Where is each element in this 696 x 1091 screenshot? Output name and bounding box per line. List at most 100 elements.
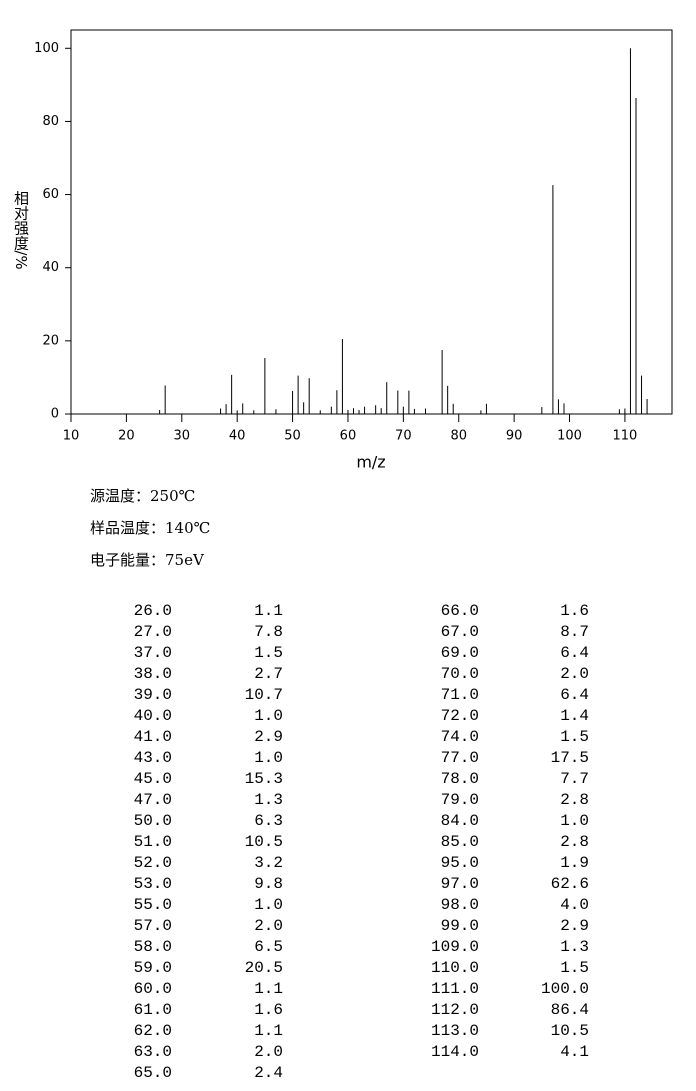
table-mz: 58.0 bbox=[134, 938, 172, 956]
condition: 样品温度：140℃ bbox=[90, 519, 210, 537]
table-mz: 38.0 bbox=[134, 665, 172, 683]
table-intensity: 1.6 bbox=[254, 1001, 283, 1019]
table-intensity: 8.7 bbox=[560, 623, 589, 641]
table-intensity: 6.4 bbox=[560, 686, 589, 704]
table-intensity: 15.3 bbox=[245, 770, 283, 788]
table-intensity: 6.5 bbox=[254, 938, 283, 956]
x-tick-label: 110 bbox=[613, 429, 638, 444]
table-mz: 114.0 bbox=[431, 1043, 479, 1061]
condition: 电子能量：75eV bbox=[90, 551, 205, 569]
table-intensity: 1.1 bbox=[254, 980, 283, 998]
table-mz: 112.0 bbox=[431, 1001, 479, 1019]
table-intensity: 1.9 bbox=[560, 854, 589, 872]
table-intensity: 4.1 bbox=[560, 1043, 589, 1061]
table-mz: 37.0 bbox=[134, 644, 172, 662]
table-mz: 62.0 bbox=[134, 1022, 172, 1040]
table-intensity: 10.5 bbox=[245, 833, 283, 851]
table-intensity: 1.1 bbox=[254, 1022, 283, 1040]
table-mz: 59.0 bbox=[134, 959, 172, 977]
x-tick-label: 90 bbox=[506, 429, 523, 444]
table-mz: 99.0 bbox=[441, 917, 479, 935]
table-mz: 98.0 bbox=[441, 896, 479, 914]
table-mz: 61.0 bbox=[134, 1001, 172, 1019]
table-mz: 51.0 bbox=[134, 833, 172, 851]
y-axis-label: 相对强度/% bbox=[12, 190, 30, 269]
table-mz: 45.0 bbox=[134, 770, 172, 788]
table-intensity: 17.5 bbox=[551, 749, 589, 767]
table-mz: 85.0 bbox=[441, 833, 479, 851]
table-intensity: 1.1 bbox=[254, 602, 283, 620]
table-intensity: 20.5 bbox=[245, 959, 283, 977]
table-mz: 66.0 bbox=[441, 602, 479, 620]
x-tick-label: 10 bbox=[63, 429, 80, 444]
table-mz: 55.0 bbox=[134, 896, 172, 914]
table-intensity: 10.5 bbox=[551, 1022, 589, 1040]
table-intensity: 2.9 bbox=[254, 728, 283, 746]
table-intensity: 2.8 bbox=[560, 791, 589, 809]
table-intensity: 2.0 bbox=[254, 917, 283, 935]
y-tick-label: 40 bbox=[42, 260, 59, 275]
table-intensity: 2.8 bbox=[560, 833, 589, 851]
table-intensity: 86.4 bbox=[551, 1001, 589, 1019]
table-intensity: 9.8 bbox=[254, 875, 283, 893]
table-mz: 111.0 bbox=[431, 980, 479, 998]
table-intensity: 1.0 bbox=[254, 896, 283, 914]
table-intensity: 2.0 bbox=[560, 665, 589, 683]
table-mz: 43.0 bbox=[134, 749, 172, 767]
table-intensity: 1.5 bbox=[254, 644, 283, 662]
table-mz: 26.0 bbox=[134, 602, 172, 620]
table-mz: 109.0 bbox=[431, 938, 479, 956]
table-intensity: 62.6 bbox=[551, 875, 589, 893]
table-intensity: 100.0 bbox=[541, 980, 589, 998]
table-mz: 110.0 bbox=[431, 959, 479, 977]
table-intensity: 1.5 bbox=[560, 959, 589, 977]
x-tick-label: 80 bbox=[450, 429, 467, 444]
table-mz: 63.0 bbox=[134, 1043, 172, 1061]
table-mz: 113.0 bbox=[431, 1022, 479, 1040]
y-tick-label: 60 bbox=[42, 187, 59, 202]
plot-frame bbox=[70, 29, 673, 415]
x-tick-label: 30 bbox=[174, 429, 191, 444]
table-mz: 39.0 bbox=[134, 686, 172, 704]
table-mz: 52.0 bbox=[134, 854, 172, 872]
table-mz: 69.0 bbox=[441, 644, 479, 662]
table-intensity: 1.0 bbox=[254, 749, 283, 767]
x-tick-label: 60 bbox=[340, 429, 357, 444]
x-tick-label: 20 bbox=[118, 429, 135, 444]
table-intensity: 2.9 bbox=[560, 917, 589, 935]
table-intensity: 7.8 bbox=[254, 623, 283, 641]
table-mz: 72.0 bbox=[441, 707, 479, 725]
y-tick-label: 20 bbox=[42, 333, 59, 348]
table-mz: 50.0 bbox=[134, 812, 172, 830]
table-intensity: 2.4 bbox=[254, 1064, 283, 1082]
table-intensity: 1.0 bbox=[254, 707, 283, 725]
table-mz: 65.0 bbox=[134, 1064, 172, 1082]
table-intensity: 6.3 bbox=[254, 812, 283, 830]
condition: 源温度：250℃ bbox=[90, 487, 195, 505]
y-tick-label: 80 bbox=[42, 114, 59, 129]
table-mz: 78.0 bbox=[441, 770, 479, 788]
table-intensity: 2.0 bbox=[254, 1043, 283, 1061]
table-intensity: 1.6 bbox=[560, 602, 589, 620]
table-intensity: 1.0 bbox=[560, 812, 589, 830]
table-intensity: 1.5 bbox=[560, 728, 589, 746]
table-mz: 57.0 bbox=[134, 917, 172, 935]
table-mz: 79.0 bbox=[441, 791, 479, 809]
x-tick-label: 50 bbox=[284, 429, 301, 444]
x-tick-label: 70 bbox=[395, 429, 412, 444]
table-intensity: 10.7 bbox=[245, 686, 283, 704]
table-mz: 70.0 bbox=[441, 665, 479, 683]
table-mz: 47.0 bbox=[134, 791, 172, 809]
x-tick-label: 40 bbox=[229, 429, 246, 444]
table-mz: 97.0 bbox=[441, 875, 479, 893]
table-mz: 71.0 bbox=[441, 686, 479, 704]
table-intensity: 1.3 bbox=[254, 791, 283, 809]
table-intensity: 1.4 bbox=[560, 707, 589, 725]
y-tick-label: 0 bbox=[51, 407, 59, 422]
table-mz: 84.0 bbox=[441, 812, 479, 830]
table-intensity: 4.0 bbox=[560, 896, 589, 914]
table-mz: 27.0 bbox=[134, 623, 172, 641]
table-intensity: 3.2 bbox=[254, 854, 283, 872]
